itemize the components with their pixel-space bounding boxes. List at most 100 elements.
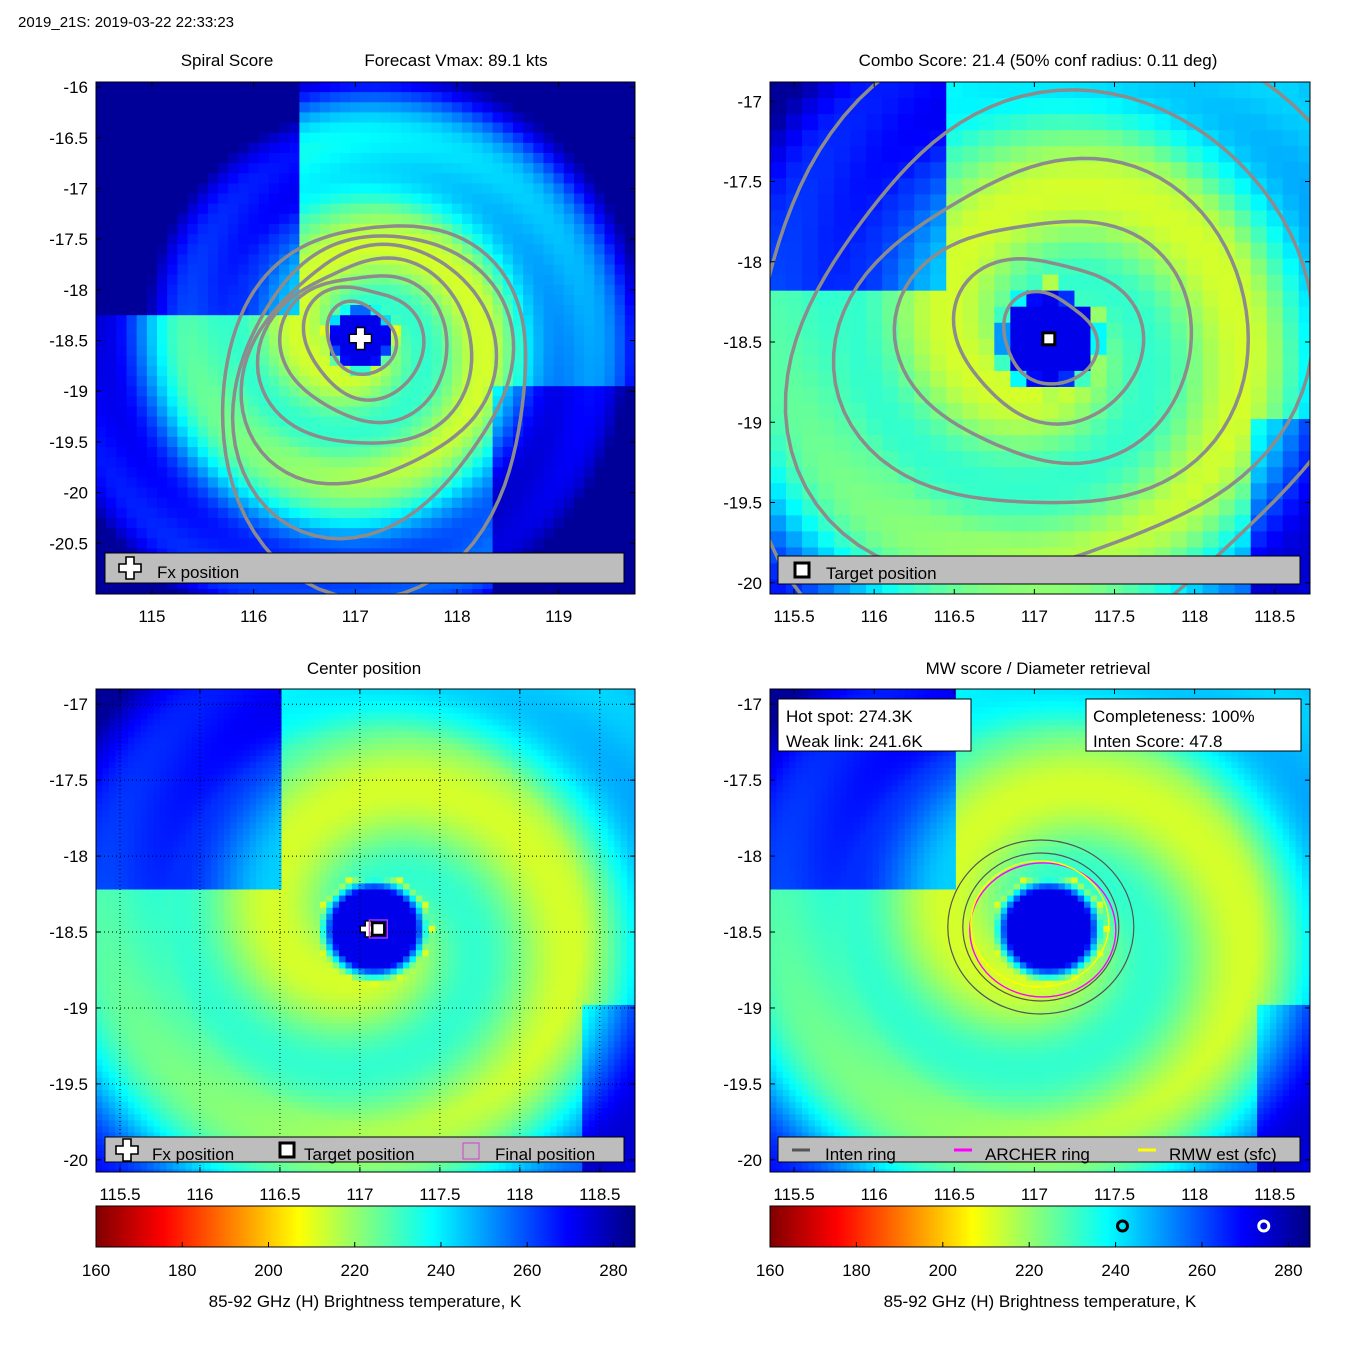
y-tick-label: -20 [737, 1151, 762, 1170]
panel-spiral-title: Spiral Score [181, 51, 274, 70]
contour-line [301, 285, 426, 402]
y-tick-label: -19.5 [723, 494, 762, 513]
y-tick-label: -20.5 [49, 534, 88, 553]
colorbar-left-label: 85-92 GHz (H) Brightness temperature, K [209, 1292, 522, 1311]
target-position-marker-icon [371, 921, 386, 937]
legend-label-target-position: Target position [826, 564, 937, 583]
y-tick-label: -18 [63, 847, 88, 866]
panel-spiral-subtitle: Forecast Vmax: 89.1 kts [364, 51, 547, 70]
colorbar-tick-label: 160 [82, 1261, 110, 1280]
colorbar-tick-label: 240 [427, 1261, 455, 1280]
legend-icon-cross-icon [118, 556, 142, 580]
plot-frame-mw [769, 688, 1311, 1173]
y-tick-label: -17.5 [723, 771, 762, 790]
final-position-marker-icon [368, 919, 388, 939]
x-tick-label: 118 [506, 1185, 533, 1204]
y-tick-label: -19 [63, 382, 88, 401]
target-position-marker-icon [1041, 331, 1057, 347]
colorbar-tick-label: 220 [341, 1261, 369, 1280]
panel-combo-score: Combo Score: 21.4 (50% conf radius: 0.11… [723, 51, 1311, 626]
legend-icon-target-square-icon [793, 561, 811, 579]
inten-ring-inner [962, 852, 1120, 1002]
y-axis-combo: -17 -17.5 -18 -18.5 -19 -19.5 -20 [723, 92, 1310, 593]
x-tick-label: 115.5 [773, 607, 814, 626]
weak-link-marker-icon [1116, 1219, 1130, 1233]
colorbar-right-ticks: 160 180 200 220 240 260 280 [756, 1242, 1303, 1280]
y-tick-label: -20 [737, 574, 762, 593]
y-tick-label: -19 [63, 999, 88, 1018]
x-tick-label: 116.5 [934, 1185, 975, 1204]
x-tick-label: 117 [1021, 607, 1048, 626]
markers-combo [1041, 331, 1057, 347]
panel-mw-score: MW score / Diameter retrieval 115.5 116 11… [723, 659, 1311, 1204]
y-tick-label: -17.5 [49, 771, 88, 790]
contour-line [325, 299, 399, 376]
figure-title: 2019_21S: 2019-03-22 22:33:23 [18, 14, 234, 31]
legend-label-fx-position: Fx position [152, 1145, 234, 1164]
legend-label-inten-ring: Inten ring [825, 1145, 896, 1164]
y-tick-label: -20 [63, 1151, 88, 1170]
x-tick-label: 116 [861, 1185, 888, 1204]
rings-mw [947, 839, 1135, 1015]
y-tick-label: -17.5 [723, 173, 762, 192]
colorbar-tick-label: 200 [254, 1261, 282, 1280]
x-tick-label: 117 [342, 607, 369, 626]
plot-frame-combo [769, 81, 1311, 595]
y-tick-label: -18.5 [49, 332, 88, 351]
y-axis-center: -17 -17.5 -18 -18.5 -19 -19.5 -20 [49, 695, 635, 1170]
x-tick-label: 115.5 [773, 1185, 814, 1204]
x-tick-label: 116 [240, 607, 267, 626]
inten-ring-outer [947, 839, 1135, 1015]
y-tick-label: -17 [737, 695, 762, 714]
fx-position-marker-icon [348, 326, 373, 351]
contour-line [951, 257, 1146, 426]
y-tick-label: -16 [63, 78, 88, 97]
heatmap-combo [770, 82, 1310, 594]
x-tick-label: 116.5 [934, 607, 975, 626]
markers-center [359, 919, 388, 939]
archer-ring [969, 862, 1117, 998]
x-tick-label: 118.5 [1254, 607, 1295, 626]
legend-label-target-position: Target position [304, 1145, 415, 1164]
x-tick-label: 118.5 [1254, 1185, 1295, 1204]
y-tick-label: -18.5 [723, 923, 762, 942]
colorbar-tick-label: 260 [1188, 1261, 1216, 1280]
legend-box-center [104, 1136, 625, 1163]
colorbar-tick-label: 280 [599, 1261, 627, 1280]
y-tick-label: -19.5 [49, 433, 88, 452]
plot-frame-spiral [95, 81, 636, 595]
y-tick-label: -17.5 [49, 230, 88, 249]
y-tick-label: -20 [63, 484, 88, 503]
colorbar-left-bar [95, 1205, 636, 1248]
y-tick-label: -18 [737, 253, 762, 272]
y-axis-mw: -17 -17.5 -18 -18.5 -19 -19.5 -20 [723, 695, 1310, 1170]
y-tick-label: -18 [63, 281, 88, 300]
info-weak-link: Weak link: 241.6K [786, 732, 923, 751]
x-axis-spiral: 115 116 117 118 119 [138, 82, 572, 626]
legend-label-rmw-ring: RMW est (sfc) [1169, 1145, 1277, 1164]
colorbar-tick-label: 260 [513, 1261, 541, 1280]
contour-line [220, 224, 528, 594]
contour-line [831, 156, 1251, 505]
x-tick-label: 118 [443, 607, 470, 626]
x-tick-label: 116 [861, 607, 888, 626]
panel-center-position: Center position 115.5 116 116.5 117 117.5 118… [49, 659, 636, 1204]
colorbar-tick-label: 280 [1274, 1261, 1302, 1280]
x-axis-mw: 115.5 116 116.5 117 117.5 118 118.5 [773, 689, 1295, 1204]
x-tick-label: 117.5 [1094, 1185, 1135, 1204]
panel-combo-title: Combo Score: 21.4 (50% conf radius: 0.11… [859, 51, 1218, 70]
x-tick-label: 118 [1181, 607, 1208, 626]
y-tick-label: -16.5 [49, 129, 88, 148]
contours-spiral [220, 224, 528, 594]
legend-icon-cross-icon [115, 1138, 139, 1162]
y-tick-label: -18.5 [49, 923, 88, 942]
colorbar-right-label: 85-92 GHz (H) Brightness temperature, K [884, 1292, 1197, 1311]
x-axis-combo: 115.5 116 116.5 117 117.5 118 118.5 [773, 82, 1295, 626]
y-tick-label: -19 [737, 413, 762, 432]
y-tick-label: -17 [63, 179, 88, 198]
info-inten-score: Inten Score: 47.8 [1093, 732, 1222, 751]
y-tick-label: -17 [737, 92, 762, 111]
grid-center [96, 689, 635, 1172]
heatmap-mw [770, 689, 1310, 1172]
